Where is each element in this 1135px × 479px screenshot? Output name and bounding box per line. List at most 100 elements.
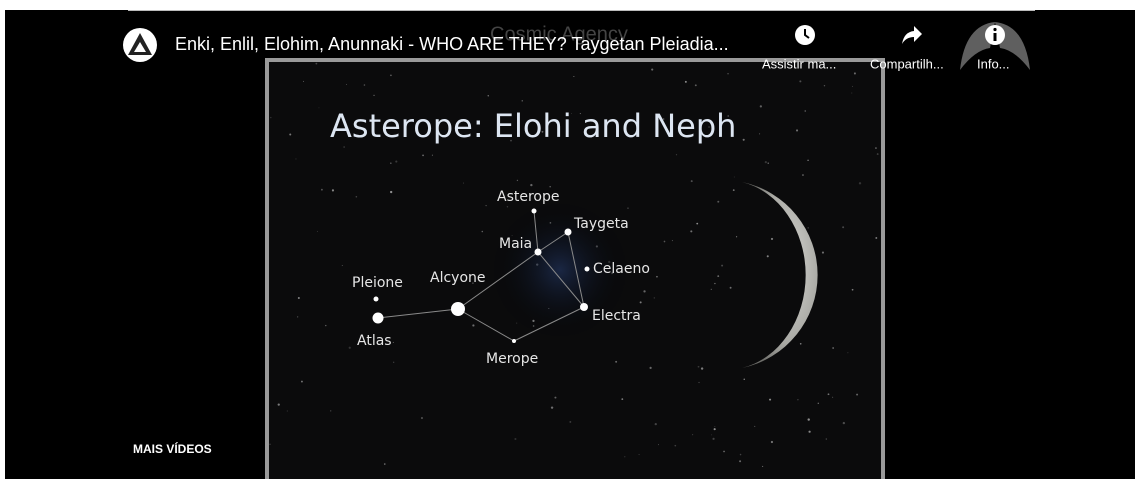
bg-star <box>390 162 392 164</box>
bg-star <box>795 129 799 132</box>
bg-star <box>363 84 366 86</box>
moon <box>742 182 818 368</box>
star-label: Merope <box>486 351 538 367</box>
bg-star <box>549 186 551 188</box>
bg-star <box>721 264 724 267</box>
bg-star <box>325 324 327 327</box>
star-label: Alcyone <box>430 270 486 286</box>
bg-star <box>802 174 804 176</box>
share-icon[interactable] <box>902 26 922 44</box>
bg-star <box>856 393 859 396</box>
constellation-lines <box>377 210 585 342</box>
bg-star <box>690 180 693 183</box>
bg-star <box>743 378 745 381</box>
bg-star <box>799 80 802 83</box>
bg-star <box>392 341 394 344</box>
bg-star <box>521 100 523 102</box>
bg-star <box>847 352 849 354</box>
bg-star <box>393 361 395 363</box>
bg-star <box>638 453 640 456</box>
star-label: Celaeno <box>593 261 650 277</box>
bg-star <box>712 437 715 440</box>
bg-star <box>714 282 716 285</box>
bg-star <box>762 465 764 467</box>
bg-star <box>315 62 318 65</box>
bg-star <box>825 438 828 440</box>
bg-star <box>853 72 856 75</box>
slide-title: Asterope: Elohi and Neph <box>330 107 736 145</box>
bg-star <box>821 251 825 254</box>
bg-star <box>769 398 772 401</box>
bg-star <box>823 85 826 87</box>
video-title[interactable]: Enki, Enlil, Elohim, Anunnaki - WHO ARE … <box>175 34 729 54</box>
bg-star <box>295 158 297 160</box>
star-label: Atlas <box>357 333 392 349</box>
more-videos[interactable]: MAIS VÍDEOS <box>133 441 212 456</box>
bg-star <box>770 237 774 241</box>
bg-star <box>842 226 845 229</box>
bg-star <box>733 176 735 178</box>
bg-star <box>541 130 544 133</box>
bg-star <box>514 437 517 441</box>
bg-star <box>521 192 523 194</box>
bg-star <box>711 434 713 436</box>
action-label[interactable]: Compartilh... <box>870 56 944 71</box>
action-label[interactable]: Assistir ma... <box>762 56 836 71</box>
bg-star <box>463 182 465 184</box>
bg-star <box>851 85 853 87</box>
bg-star <box>832 396 834 398</box>
bg-star <box>732 189 735 192</box>
bg-star <box>373 94 375 96</box>
bg-star <box>727 115 729 117</box>
bg-star <box>485 205 487 207</box>
bg-star <box>759 133 761 135</box>
bg-star <box>653 297 656 299</box>
bg-star <box>767 162 769 164</box>
bg-star <box>277 403 280 406</box>
bg-star <box>797 399 799 401</box>
bg-star <box>516 179 519 182</box>
bg-star <box>341 265 343 266</box>
bg-star <box>510 139 512 142</box>
bg-star <box>316 230 318 232</box>
bg-star <box>318 107 320 109</box>
bg-star <box>330 410 332 412</box>
bg-star <box>723 450 725 453</box>
bg-star <box>698 381 700 384</box>
star-label: Pleione <box>352 275 403 291</box>
bg-star <box>717 275 720 277</box>
bg-star <box>571 113 573 114</box>
bg-star <box>713 428 716 431</box>
bg-star <box>348 346 351 349</box>
bg-star <box>808 430 811 433</box>
bg-star <box>675 154 678 156</box>
bg-star <box>658 444 659 446</box>
bg-star <box>530 183 533 187</box>
bg-star <box>569 420 572 423</box>
bg-star <box>297 316 299 318</box>
action-label[interactable]: Info... <box>977 56 1010 71</box>
bg-star <box>759 105 762 108</box>
bg-star <box>383 463 386 465</box>
bg-star <box>649 366 652 369</box>
bg-star <box>431 154 433 156</box>
bg-star <box>807 227 809 229</box>
bg-star <box>692 434 694 436</box>
bg-star <box>550 406 554 409</box>
bg-star <box>717 200 720 203</box>
star-label: Taygeta <box>573 216 629 232</box>
bg-star <box>639 301 642 304</box>
star-label: Asterope <box>497 189 560 205</box>
bg-star <box>303 80 305 82</box>
bg-star <box>270 116 272 119</box>
bg-star <box>696 222 699 225</box>
bg-star <box>690 230 693 233</box>
bg-star <box>714 425 716 427</box>
clock-hands <box>804 29 810 39</box>
bg-star <box>573 76 575 78</box>
bg-star <box>506 206 509 208</box>
bg-star <box>627 207 629 209</box>
bg-star <box>694 84 697 87</box>
bg-star <box>331 189 335 192</box>
watermark: Cosmic Agency <box>490 23 628 45</box>
